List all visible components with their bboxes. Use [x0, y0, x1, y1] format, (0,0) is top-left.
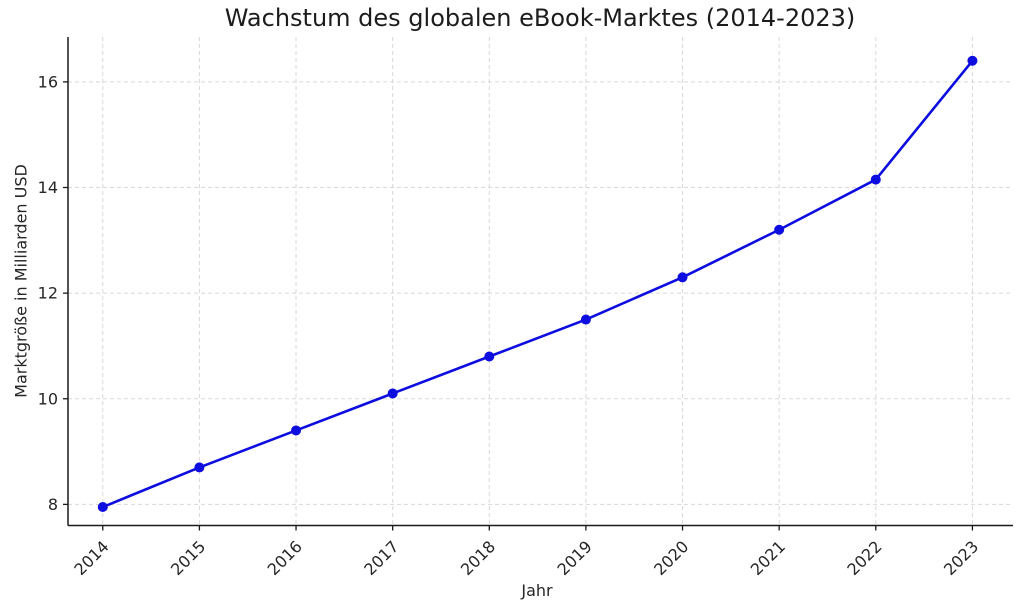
data-point [194, 462, 205, 473]
data-point [97, 502, 108, 513]
data-point [774, 224, 785, 235]
data-point [484, 351, 495, 362]
y-tick-label: 14 [38, 178, 58, 197]
x-tick-label: 2015 [167, 537, 209, 579]
x-tick-label: 2017 [360, 537, 402, 579]
data-line [102, 59, 974, 509]
y-tick-label: 16 [38, 72, 58, 91]
x-tick-label: 2016 [264, 537, 306, 579]
data-point [291, 425, 302, 436]
x-tick-label: 2021 [747, 537, 789, 579]
y-tick-label: 10 [38, 389, 58, 408]
data-point [677, 272, 688, 283]
x-tick-label: 2022 [843, 537, 885, 579]
x-tick-label: 2018 [457, 537, 499, 579]
y-tick-label: 12 [38, 284, 58, 303]
data-point [580, 314, 591, 325]
x-tick-label: 2014 [70, 537, 112, 579]
x-tick-label: 2019 [554, 537, 596, 579]
x-tick-label: 2020 [650, 537, 692, 579]
data-point [387, 388, 398, 399]
y-tick-label: 8 [48, 495, 58, 514]
x-tick-label: 2023 [940, 537, 982, 579]
chart-title: Wachstum des globalen eBook-Marktes (201… [224, 4, 856, 32]
data-point [870, 174, 881, 185]
x-axis-label: Jahr [521, 581, 553, 600]
data-point [967, 55, 978, 66]
